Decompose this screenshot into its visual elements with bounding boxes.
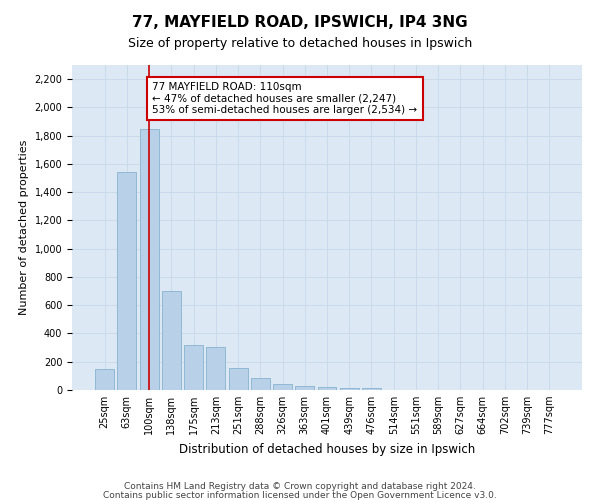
Text: Contains HM Land Registry data © Crown copyright and database right 2024.: Contains HM Land Registry data © Crown c…: [124, 482, 476, 491]
Text: Size of property relative to detached houses in Ipswich: Size of property relative to detached ho…: [128, 38, 472, 51]
Bar: [362, 388, 381, 390]
Bar: [251, 378, 270, 390]
Text: 77 MAYFIELD ROAD: 110sqm
← 47% of detached houses are smaller (2,247)
53% of sem: 77 MAYFIELD ROAD: 110sqm ← 47% of detach…: [152, 82, 418, 115]
Bar: [118, 172, 136, 390]
Bar: [229, 368, 248, 390]
Bar: [184, 346, 203, 390]
Y-axis label: Number of detached properties: Number of detached properties: [19, 140, 29, 315]
X-axis label: Distribution of detached houses by size in Ipswich: Distribution of detached houses by size …: [179, 442, 475, 456]
Text: 77, MAYFIELD ROAD, IPSWICH, IP4 3NG: 77, MAYFIELD ROAD, IPSWICH, IP4 3NG: [132, 15, 468, 30]
Text: Contains public sector information licensed under the Open Government Licence v3: Contains public sector information licen…: [103, 490, 497, 500]
Bar: [162, 291, 181, 390]
Bar: [95, 369, 114, 390]
Bar: [317, 387, 337, 390]
Bar: [206, 347, 225, 390]
Bar: [140, 128, 158, 390]
Bar: [295, 386, 314, 390]
Bar: [273, 384, 292, 390]
Bar: [340, 388, 359, 390]
